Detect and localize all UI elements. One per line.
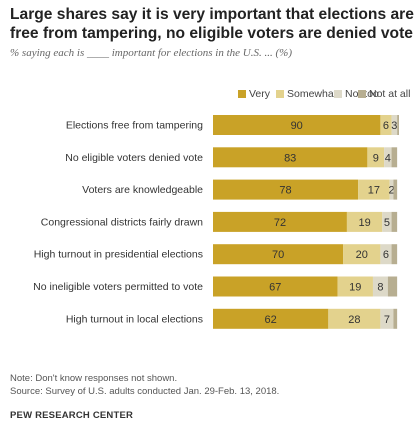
bar-segment-somewhat: [358, 179, 390, 200]
legend-item-not-at-all: Not at all: [358, 88, 410, 100]
bar-segment-not-too: [380, 244, 392, 265]
data-label-not-too: 7: [384, 314, 390, 326]
data-label-not-too: 5: [384, 217, 390, 229]
bar-segment-very: [213, 308, 329, 329]
category-label: Voters are knowledgeable: [82, 184, 203, 196]
data-label-very: 83: [284, 152, 296, 164]
data-label-somewhat: 6: [383, 120, 389, 132]
bar-segment-not-too: [372, 276, 388, 297]
bar-segment-not-at-all: [393, 179, 398, 200]
bar-segment-somewhat: [343, 244, 381, 265]
category-label: High turnout in presidential elections: [34, 249, 203, 261]
category-label: Congressional districts fairly drawn: [41, 216, 203, 228]
bar-segment-not-at-all: [397, 115, 399, 135]
data-label-not-too: 4: [385, 152, 391, 164]
bar-segment-not-at-all: [393, 308, 398, 329]
footer-source: Source: Survey of U.S. adults conducted …: [10, 386, 280, 397]
data-label-very: 72: [274, 217, 286, 229]
data-label-not-too: 8: [377, 282, 383, 294]
data-label-very: 70: [272, 249, 284, 261]
category-label: No eligible voters denied vote: [65, 152, 203, 164]
legend: Very Somewhat Not too Not at all: [0, 88, 420, 102]
legend-swatch-not-at-all: [358, 89, 366, 98]
bar-segment-not-too: [391, 115, 398, 135]
bar-segment-somewhat: [337, 276, 373, 297]
chart-title: Large shares say it is very important th…: [10, 6, 414, 42]
bar-segment-very: [213, 244, 344, 265]
bar-segment-not-at-all: [391, 244, 398, 265]
legend-swatch-somewhat: [276, 89, 284, 98]
bar-segment-somewhat: [328, 308, 381, 329]
bar-segment-not-too: [380, 308, 394, 329]
legend-label-very: Very: [249, 88, 271, 100]
bar-segment-not-too: [389, 179, 394, 200]
data-label-somewhat: 20: [356, 249, 368, 261]
legend-label-somewhat: Somewhat: [287, 88, 337, 100]
legend-item-somewhat: Somewhat: [276, 88, 337, 100]
bar-segment-not-too: [384, 147, 392, 168]
data-label-somewhat: 17: [368, 185, 380, 197]
bar-segment-very: [213, 211, 347, 232]
chart-subtitle: % saying each is ____ important for elec…: [10, 47, 292, 59]
data-label-somewhat: 28: [348, 314, 360, 326]
bar-segment-very: [213, 179, 359, 200]
bar-segment-not-at-all: [391, 211, 398, 232]
bar-segment-very: [213, 276, 338, 297]
data-label-somewhat: 19: [358, 217, 370, 229]
category-label: Elections free from tampering: [66, 120, 203, 132]
bar-segment-very: [213, 115, 381, 135]
category-label: High turnout in local elections: [66, 313, 203, 325]
data-label-not-too: 6: [383, 249, 389, 261]
bar-segment-not-at-all: [387, 276, 398, 297]
bar-segment-somewhat: [380, 115, 392, 135]
bar-segment-not-at-all: [391, 147, 398, 168]
legend-swatch-not-too: [334, 89, 342, 98]
data-label-very: 78: [279, 185, 291, 197]
bar-segment-somewhat: [346, 211, 383, 232]
stacked-bar-chart: Elections free from tampering 90 6 3No elig…: [33, 115, 399, 329]
legend-swatch-very: [238, 89, 246, 98]
data-label-not-too: 3: [391, 120, 397, 132]
data-label-very: 62: [265, 314, 277, 326]
data-label-somewhat: 19: [349, 282, 361, 294]
bar-segment-somewhat: [367, 147, 385, 168]
footer-note: Note: Don't know responses not shown.: [10, 373, 178, 384]
legend-item-very: Very: [238, 88, 270, 100]
footer-brand: PEW RESEARCH CENTER: [10, 410, 134, 421]
data-label-somewhat: 9: [373, 152, 379, 164]
bar-segment-very: [213, 147, 368, 168]
data-label-very: 67: [269, 282, 281, 294]
data-label-not-too: 2: [388, 185, 394, 197]
data-label-very: 90: [291, 120, 303, 132]
legend-label-not-at-all: Not at all: [369, 88, 411, 100]
category-label: No ineligible voters permitted to vote: [33, 281, 203, 293]
bar-segment-not-too: [382, 211, 392, 232]
